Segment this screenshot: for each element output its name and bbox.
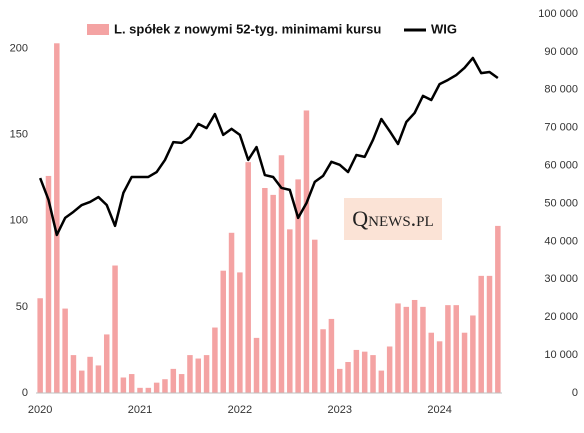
bar bbox=[428, 332, 435, 393]
bar bbox=[153, 382, 160, 393]
bar bbox=[145, 387, 152, 393]
y-tick-label: 50 bbox=[16, 301, 28, 313]
bar bbox=[253, 337, 260, 393]
bar bbox=[79, 370, 85, 393]
line bbox=[38, 56, 499, 237]
bar bbox=[195, 358, 202, 393]
bar bbox=[436, 341, 443, 393]
y2-tick-label: 30 000 bbox=[544, 273, 578, 285]
bar bbox=[312, 239, 318, 393]
bar bbox=[270, 194, 276, 393]
bar bbox=[120, 377, 127, 393]
legend-label: WIG bbox=[431, 21, 457, 36]
bar bbox=[87, 356, 93, 393]
bar bbox=[495, 225, 501, 393]
y2-tick-label: 50 000 bbox=[544, 197, 578, 209]
bar bbox=[170, 368, 177, 393]
bar bbox=[486, 275, 493, 393]
bar bbox=[62, 308, 68, 393]
bar bbox=[137, 387, 143, 393]
watermark-box bbox=[344, 198, 442, 240]
bar bbox=[228, 232, 235, 393]
bar bbox=[278, 155, 285, 393]
bar bbox=[395, 303, 401, 393]
bar bbox=[162, 379, 168, 393]
x-tick-label: 2020 bbox=[28, 404, 52, 416]
bar bbox=[386, 346, 393, 393]
bar bbox=[328, 318, 335, 393]
bar bbox=[178, 374, 185, 393]
bar bbox=[203, 355, 210, 393]
bar bbox=[212, 327, 218, 393]
bar bbox=[45, 175, 52, 393]
y-tick-label: 100 bbox=[10, 215, 28, 227]
bar bbox=[54, 43, 60, 393]
bar bbox=[237, 272, 243, 393]
bar bbox=[95, 365, 102, 393]
bar bbox=[103, 334, 110, 393]
bar bbox=[445, 305, 451, 393]
bar bbox=[220, 270, 226, 393]
bar bbox=[128, 374, 135, 393]
bar bbox=[370, 355, 376, 393]
bar bbox=[361, 351, 368, 393]
bar bbox=[320, 329, 326, 393]
bar bbox=[353, 349, 360, 393]
bar bbox=[378, 370, 385, 393]
bar bbox=[453, 305, 459, 393]
bar bbox=[70, 355, 77, 393]
y-tick-label: 0 bbox=[22, 387, 28, 399]
y2-tick-label: 90 000 bbox=[544, 46, 578, 58]
bar bbox=[245, 162, 251, 393]
y2-tick-label: 40 000 bbox=[544, 235, 578, 247]
x-tick-label: 2024 bbox=[427, 404, 451, 416]
bar bbox=[112, 265, 118, 393]
bar bbox=[470, 315, 476, 393]
y-tick-label: 150 bbox=[10, 128, 28, 140]
y2-tick-label: 60 000 bbox=[544, 160, 578, 172]
watermark: Qnews.pl bbox=[352, 206, 433, 231]
bar bbox=[345, 361, 351, 393]
y-tick-label: 200 bbox=[10, 42, 28, 54]
bar bbox=[37, 298, 43, 393]
bar bbox=[262, 187, 268, 393]
y2-tick-label: 20 000 bbox=[544, 311, 578, 323]
y2-tick-label: 80 000 bbox=[544, 84, 578, 96]
bar bbox=[420, 306, 426, 393]
bar bbox=[336, 368, 343, 393]
bar bbox=[295, 179, 301, 393]
y2-tick-label: 100 000 bbox=[538, 8, 578, 20]
bar bbox=[187, 355, 193, 393]
legend-swatch bbox=[87, 24, 109, 35]
y2-tick-label: 70 000 bbox=[544, 122, 578, 134]
y2-tick-label: 10 000 bbox=[544, 349, 578, 361]
bar bbox=[403, 306, 410, 393]
bar bbox=[461, 332, 468, 393]
x-tick-label: 2021 bbox=[128, 404, 152, 416]
bar bbox=[303, 110, 310, 394]
bar bbox=[478, 275, 484, 393]
bar bbox=[287, 229, 293, 393]
legend-label: L. spółek z nowymi 52-tyg. minimami kurs… bbox=[114, 21, 381, 36]
x-tick-label: 2022 bbox=[228, 404, 252, 416]
x-tick-label: 2023 bbox=[327, 404, 351, 416]
bar bbox=[411, 299, 418, 393]
y2-tick-label: 0 bbox=[572, 387, 578, 399]
